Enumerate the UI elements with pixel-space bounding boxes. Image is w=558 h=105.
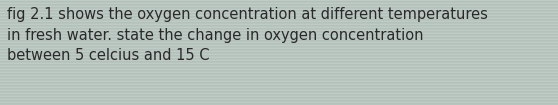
Text: fig 2.1 shows the oxygen concentration at different temperatures
in fresh water.: fig 2.1 shows the oxygen concentration a… bbox=[7, 7, 488, 63]
